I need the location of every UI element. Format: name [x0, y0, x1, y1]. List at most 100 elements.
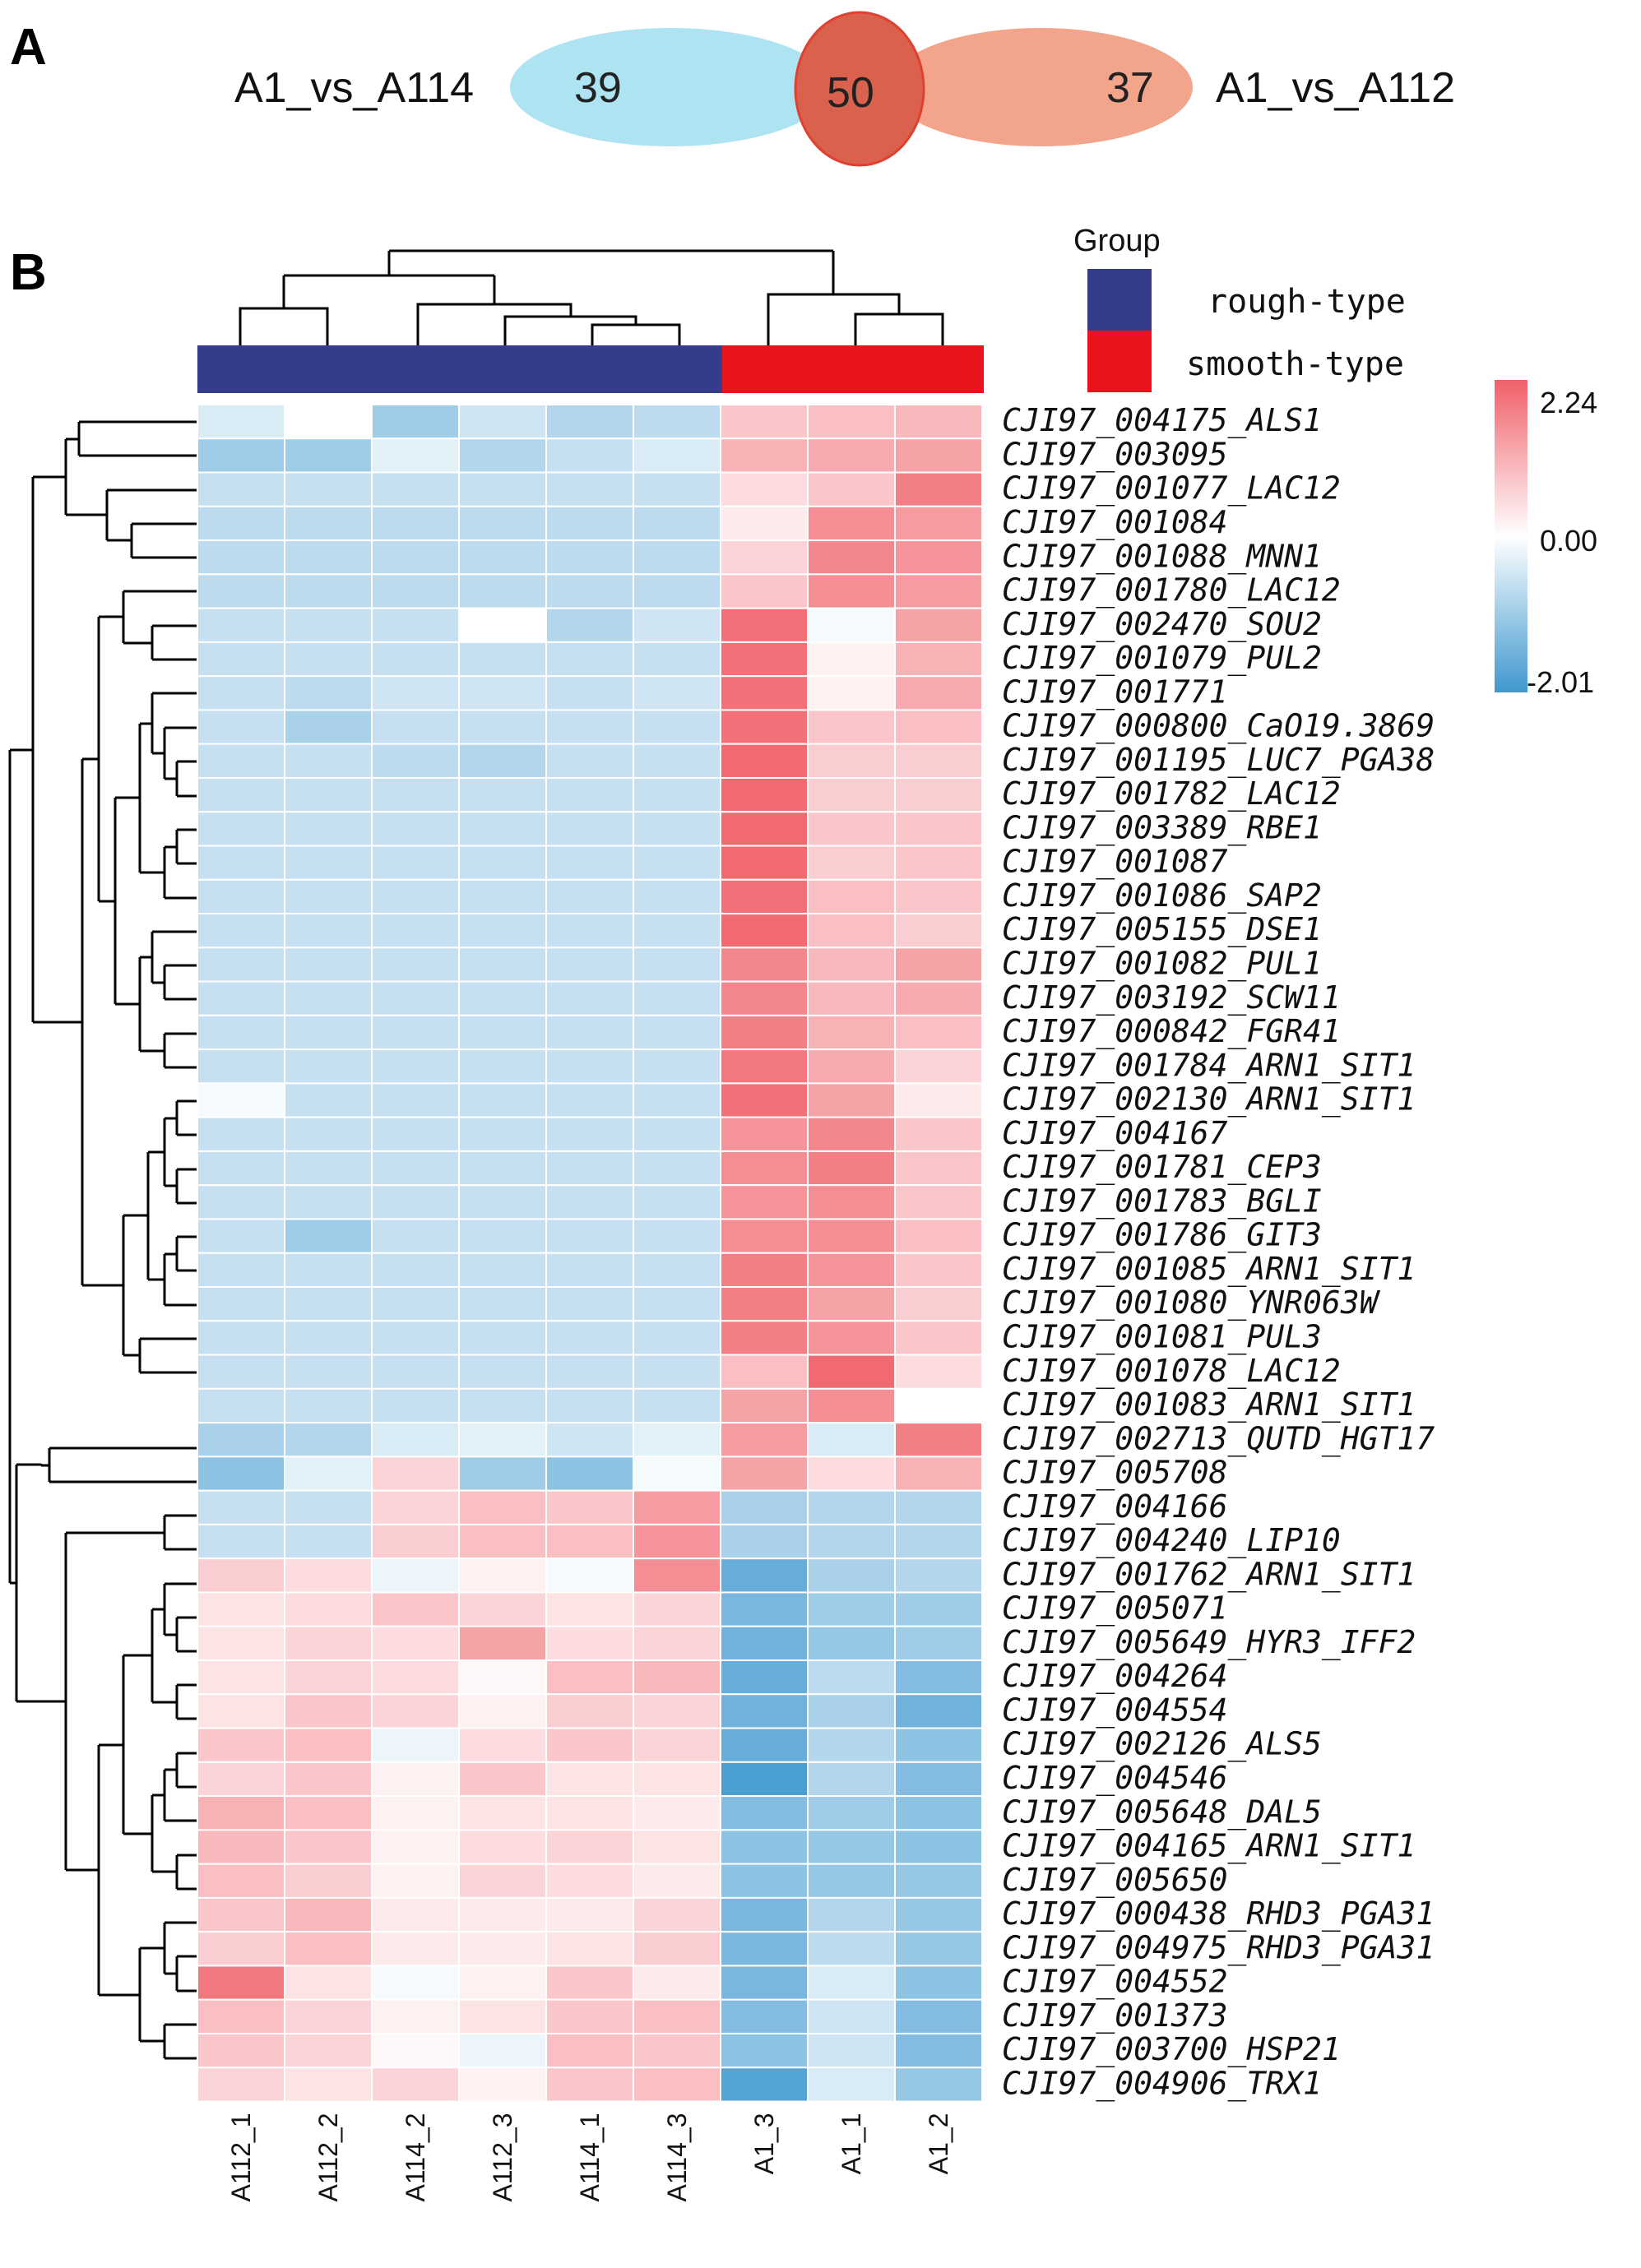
heatmap-cell — [458, 1693, 547, 1729]
heatmap-cell — [197, 404, 285, 440]
heatmap-cell — [633, 1422, 721, 1458]
heatmap-cell — [197, 1829, 285, 1865]
gene-label: CJI97_001081_PUL3 — [1002, 1318, 1322, 1355]
heatmap-cell — [545, 1761, 634, 1798]
heatmap-cell — [458, 811, 547, 847]
heatmap-cell — [458, 1320, 547, 1356]
heatmap-cell — [197, 1998, 285, 2034]
heatmap-cell — [458, 776, 547, 813]
heatmap-cell — [633, 1863, 721, 1899]
heatmap-cell — [633, 1761, 721, 1798]
heatmap-cell — [807, 1150, 896, 1187]
heatmap-cell — [458, 878, 547, 915]
heatmap-cell — [284, 1625, 373, 1661]
heatmap-cell — [284, 1048, 373, 1085]
heatmap-cell — [633, 1829, 721, 1865]
heatmap-cell — [633, 1489, 721, 1525]
heatmap-cell — [371, 947, 460, 983]
heatmap-cell — [371, 1320, 460, 1356]
heatmap-cell — [894, 1387, 983, 1424]
heatmap-cell — [807, 404, 896, 440]
heatmap-cell — [720, 1082, 809, 1118]
heatmap-cell — [197, 913, 285, 949]
heatmap-cell — [458, 980, 547, 1016]
heatmap-cell — [371, 1387, 460, 1424]
heatmap-cell — [894, 1320, 983, 1356]
heatmap-cell — [458, 1965, 547, 2001]
heatmap-cell — [371, 1456, 460, 1492]
heatmap-cell — [894, 505, 983, 542]
heatmap-cell — [633, 980, 721, 1016]
heatmap-cell — [720, 641, 809, 678]
heatmap-cell — [720, 947, 809, 983]
heatmap-cell — [807, 1048, 896, 1085]
heatmap-cell — [284, 1863, 373, 1899]
heatmap-cell — [197, 1048, 285, 1085]
heatmap-cell — [807, 539, 896, 576]
heatmap-cell — [633, 573, 721, 609]
gene-label: CJI97_001781_CEP3 — [1002, 1149, 1322, 1186]
heatmap-cell — [545, 1998, 634, 2034]
heatmap-cell — [894, 1354, 983, 1390]
heatmap-cell — [720, 505, 809, 542]
heatmap-cell — [284, 2032, 373, 2069]
heatmap-cell — [633, 1286, 721, 1322]
heatmap-cell — [720, 1965, 809, 2001]
heatmap-cell — [284, 1456, 373, 1492]
sample-label: A1_2 — [924, 2113, 953, 2175]
heatmap-cell — [371, 1014, 460, 1051]
heatmap-cell — [545, 947, 634, 983]
heatmap-cell — [284, 1896, 373, 1933]
heatmap-cell — [807, 811, 896, 847]
heatmap-cell — [720, 1896, 809, 1933]
heatmap-cell — [894, 573, 983, 609]
heatmap-cell — [458, 505, 547, 542]
heatmap-cell — [633, 471, 721, 507]
heatmap-cell — [807, 1252, 896, 1289]
heatmap-cell — [197, 607, 285, 643]
heatmap-cell — [284, 1150, 373, 1187]
heatmap-cell — [545, 607, 634, 643]
heatmap-cell — [807, 471, 896, 507]
heatmap-cell — [894, 811, 983, 847]
heatmap-cell — [197, 1218, 285, 1254]
heatmap-cell — [545, 1863, 634, 1899]
heatmap-cell — [284, 743, 373, 779]
sample-label: A114_1 — [575, 2113, 605, 2202]
heatmap-cell — [633, 1998, 721, 2034]
heatmap-cell — [458, 471, 547, 507]
gene-label: CJI97_001087 — [1002, 844, 1228, 881]
heatmap-cell — [197, 437, 285, 474]
heatmap-cell — [458, 607, 547, 643]
heatmap-cell — [807, 437, 896, 474]
sample-label: A112_2 — [313, 2113, 343, 2202]
venn-overlap — [794, 11, 925, 167]
gene-label: CJI97_002470_SOU2 — [1002, 606, 1322, 643]
heatmap-cell — [371, 641, 460, 678]
heatmap-cell — [633, 1693, 721, 1729]
heatmap-cell — [807, 573, 896, 609]
sample-label: A112_1 — [226, 2113, 256, 2202]
group-bar-smooth — [722, 345, 984, 393]
gene-label: CJI97_004165_ARN1_SIT1 — [1002, 1828, 1416, 1865]
heatmap-cell — [633, 2032, 721, 2069]
heatmap-cell — [633, 1965, 721, 2001]
heatmap-cell — [720, 1489, 809, 1525]
heatmap-cell — [197, 471, 285, 507]
heatmap-cell — [197, 776, 285, 813]
heatmap-cell — [458, 1625, 547, 1661]
heatmap-cell — [371, 1286, 460, 1322]
heatmap-cell — [197, 1252, 285, 1289]
col-dendro-a114-pair — [591, 323, 681, 345]
heatmap-cell — [371, 1252, 460, 1289]
heatmap-cell — [545, 1116, 634, 1152]
heatmap-cell — [720, 1116, 809, 1152]
heatmap-cell — [284, 1761, 373, 1798]
heatmap-cell — [284, 1693, 373, 1729]
heatmap-cell — [807, 878, 896, 915]
heatmap-cell — [458, 913, 547, 949]
heatmap-cell — [545, 2032, 634, 2069]
heatmap-cell — [720, 1320, 809, 1356]
gene-label: CJI97_001782_LAC12 — [1002, 775, 1341, 812]
sample-label: A1_3 — [749, 2113, 779, 2175]
